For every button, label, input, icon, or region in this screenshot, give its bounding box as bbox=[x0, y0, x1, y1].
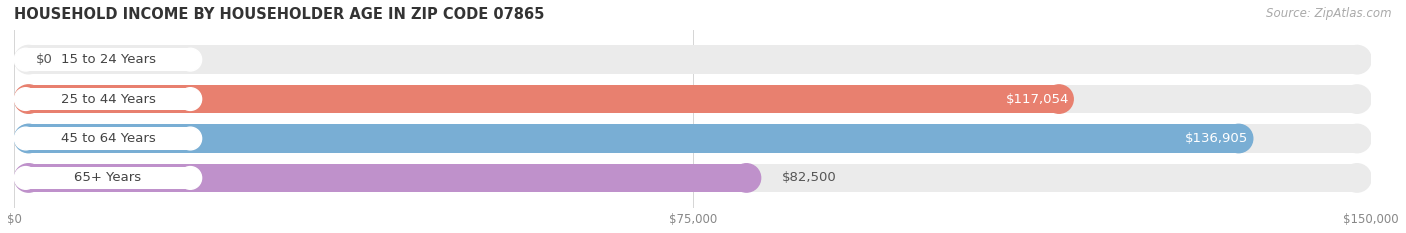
Ellipse shape bbox=[14, 124, 42, 153]
Ellipse shape bbox=[1343, 45, 1371, 74]
Ellipse shape bbox=[179, 127, 201, 150]
Text: 25 to 44 Years: 25 to 44 Years bbox=[60, 93, 156, 106]
Ellipse shape bbox=[1343, 85, 1371, 113]
Ellipse shape bbox=[1343, 164, 1371, 192]
Text: 15 to 24 Years: 15 to 24 Years bbox=[60, 53, 156, 66]
Ellipse shape bbox=[14, 48, 37, 71]
Ellipse shape bbox=[14, 164, 42, 192]
Ellipse shape bbox=[14, 167, 37, 189]
FancyBboxPatch shape bbox=[25, 127, 190, 150]
Text: $136,905: $136,905 bbox=[1185, 132, 1249, 145]
Ellipse shape bbox=[1045, 85, 1073, 113]
Text: $0: $0 bbox=[35, 53, 52, 66]
Ellipse shape bbox=[14, 85, 42, 113]
FancyBboxPatch shape bbox=[25, 167, 190, 189]
Bar bbox=[28, 45, 1357, 74]
Ellipse shape bbox=[14, 45, 42, 74]
Bar bbox=[28, 124, 1357, 153]
Text: $117,054: $117,054 bbox=[1005, 93, 1069, 106]
Bar bbox=[28, 85, 1357, 113]
Text: $82,500: $82,500 bbox=[782, 171, 837, 185]
Ellipse shape bbox=[1343, 124, 1371, 153]
Bar bbox=[28, 164, 1357, 192]
Bar bbox=[28, 164, 747, 192]
Ellipse shape bbox=[14, 127, 37, 150]
Text: Source: ZipAtlas.com: Source: ZipAtlas.com bbox=[1267, 7, 1392, 20]
FancyBboxPatch shape bbox=[25, 48, 190, 71]
Ellipse shape bbox=[14, 124, 42, 153]
Ellipse shape bbox=[179, 88, 201, 110]
Text: 45 to 64 Years: 45 to 64 Years bbox=[60, 132, 156, 145]
Ellipse shape bbox=[733, 164, 761, 192]
Ellipse shape bbox=[1225, 124, 1253, 153]
Ellipse shape bbox=[14, 88, 37, 110]
FancyBboxPatch shape bbox=[25, 88, 190, 110]
Bar bbox=[28, 85, 1059, 113]
Ellipse shape bbox=[14, 164, 42, 192]
Ellipse shape bbox=[14, 85, 42, 113]
Text: HOUSEHOLD INCOME BY HOUSEHOLDER AGE IN ZIP CODE 07865: HOUSEHOLD INCOME BY HOUSEHOLDER AGE IN Z… bbox=[14, 7, 544, 22]
Bar bbox=[28, 124, 1239, 153]
Ellipse shape bbox=[179, 167, 201, 189]
Ellipse shape bbox=[179, 48, 201, 71]
Text: 65+ Years: 65+ Years bbox=[75, 171, 142, 185]
